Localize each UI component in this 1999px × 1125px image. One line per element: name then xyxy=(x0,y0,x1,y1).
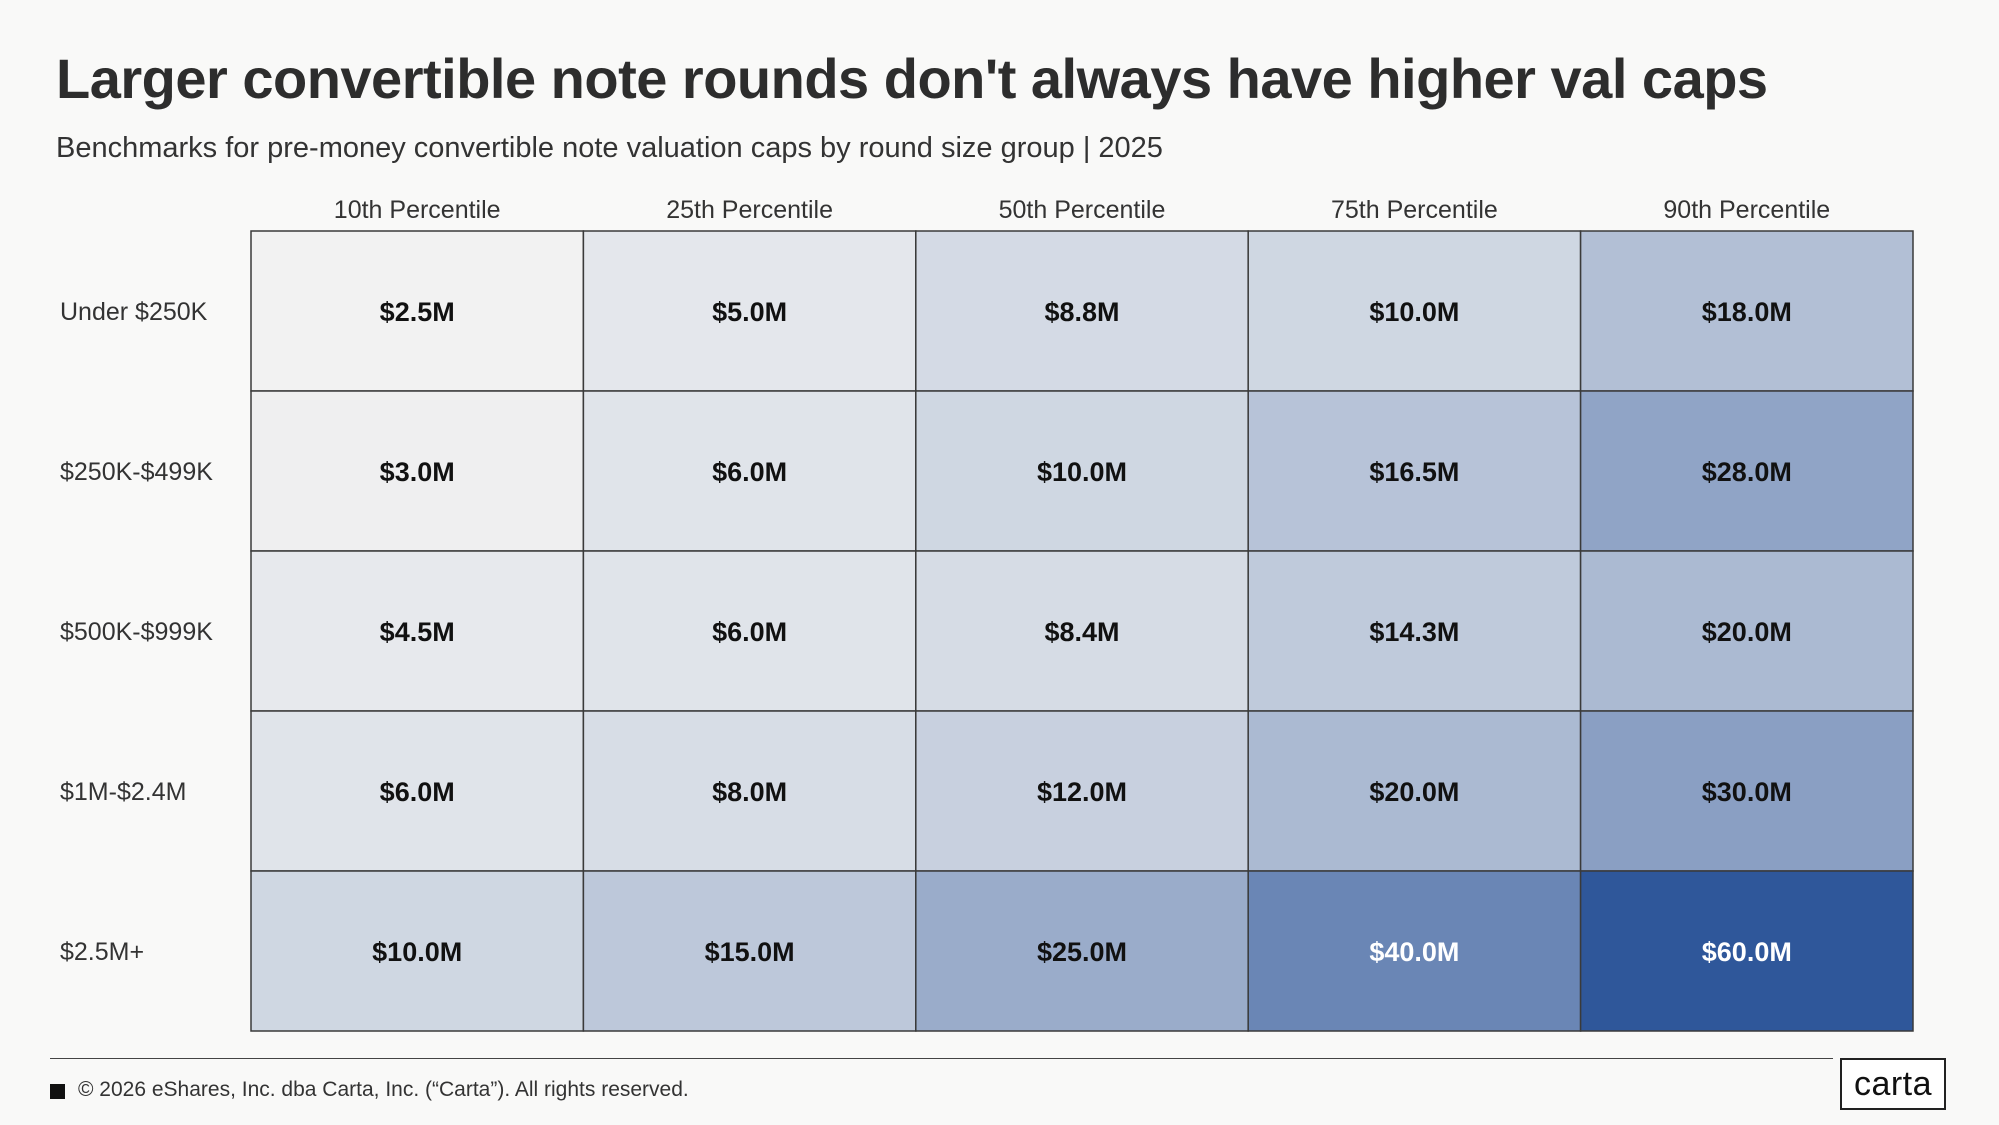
heatmap-chart: 10th Percentile 25th Percentile 50th Perce… xyxy=(60,196,1914,1032)
cell-value-label-r5-c1: $10.0M xyxy=(372,937,462,967)
cell-value-label-r4-c2: $8.0M xyxy=(712,777,787,807)
row-label-3: $500K-$999K xyxy=(60,618,213,646)
heatmap-cell-r1-c4 xyxy=(1247,230,1582,392)
cell-value-label-r2-c1: $3.0M xyxy=(380,457,455,487)
cell-value-label-r4-c3: $12.0M xyxy=(1037,777,1127,807)
carta-logo-text: carta xyxy=(1853,1064,1933,1103)
cell-value-label-r3-c1: $4.5M xyxy=(380,617,455,647)
heatmap-cell-r4-c5 xyxy=(1579,710,1914,872)
heatmap-cell-r3-c2 xyxy=(582,550,917,712)
cell-value-label-r2-c5: $28.0M xyxy=(1702,457,1792,487)
cell-value-label-r3-c4: $14.3M xyxy=(1369,617,1459,647)
chart-title: Larger convertible note rounds don't alw… xyxy=(56,47,1768,110)
heatmap-cell-r3-c1 xyxy=(250,550,585,712)
heatmap-cell-r5-c1 xyxy=(250,870,585,1032)
column-header-5: 90th Percentile xyxy=(1663,196,1830,224)
heatmap-cell-r2-c2 xyxy=(582,390,917,552)
heatmap-cell-r5-c3 xyxy=(915,870,1249,1032)
cell-value-label-r1-c3: $8.8M xyxy=(1044,297,1119,327)
column-header-1: 10th Percentile xyxy=(334,196,501,224)
heatmap-cell-r5-c5 xyxy=(1579,870,1914,1032)
cell-value-label-r4-c1: $6.0M xyxy=(380,777,455,807)
heatmap-cell-r2-c3 xyxy=(915,390,1249,552)
heatmap-cell-r3-c3 xyxy=(915,550,1249,712)
column-header-3: 50th Percentile xyxy=(999,196,1166,224)
heatmap-cell-r2-c5 xyxy=(1579,390,1914,552)
row-label-2: $250K-$499K xyxy=(60,458,213,486)
cell-value-label-r2-c2: $6.0M xyxy=(712,457,787,487)
heatmap-cell-r4-c3 xyxy=(915,710,1249,872)
cell-value-label-r5-c5: $60.0M xyxy=(1702,937,1792,967)
cell-value-label-r2-c3: $10.0M xyxy=(1037,457,1127,487)
cell-value-label-r3-c2: $6.0M xyxy=(712,617,787,647)
heatmap-cell-r3-c4 xyxy=(1247,550,1582,712)
heatmap-cell-r3-c5 xyxy=(1579,550,1914,712)
row-label-4: $1M-$2.4M xyxy=(60,778,186,806)
row-label-1: Under $250K xyxy=(60,298,208,326)
cell-value-label-r5-c2: $15.0M xyxy=(705,937,795,967)
cell-value-label-r2-c4: $16.5M xyxy=(1369,457,1459,487)
column-header-2: 25th Percentile xyxy=(666,196,833,224)
heatmap-cell-r2-c1 xyxy=(250,390,585,552)
column-header-4: 75th Percentile xyxy=(1331,196,1498,224)
cell-value-label-r3-c3: $8.4M xyxy=(1044,617,1119,647)
cell-value-label-r4-c4: $20.0M xyxy=(1369,777,1459,807)
cell-value-label-r1-c1: $2.5M xyxy=(380,297,455,327)
cell-value-label-r1-c2: $5.0M xyxy=(712,297,787,327)
footer-square-icon xyxy=(50,1084,65,1099)
heatmap-cell-r1-c3 xyxy=(915,230,1249,392)
cell-value-label-r1-c5: $18.0M xyxy=(1702,297,1792,327)
cell-value-label-r4-c5: $30.0M xyxy=(1702,777,1792,807)
carta-logo: carta xyxy=(1840,1058,1946,1110)
chart-subtitle: Benchmarks for pre-money convertible not… xyxy=(56,132,1163,164)
cell-value-label-r5-c4: $40.0M xyxy=(1369,937,1459,967)
cell-value-label-r1-c4: $10.0M xyxy=(1369,297,1459,327)
footer-copyright: © 2026 eShares, Inc. dba Carta, Inc. (“C… xyxy=(78,1078,689,1101)
footer-divider xyxy=(50,1058,1833,1059)
heatmap-cell-r1-c5 xyxy=(1579,230,1914,392)
heatmap-cell-r4-c2 xyxy=(582,710,917,872)
heatmap-cell-r5-c4 xyxy=(1247,870,1582,1032)
row-label-5: $2.5M+ xyxy=(60,938,144,966)
cell-value-label-r3-c5: $20.0M xyxy=(1702,617,1792,647)
cell-value-label-r5-c3: $25.0M xyxy=(1037,937,1127,967)
